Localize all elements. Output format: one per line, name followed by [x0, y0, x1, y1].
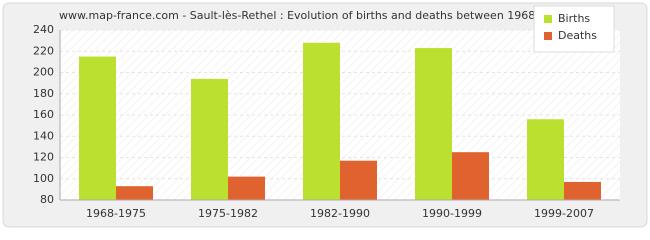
y-tick-label: 200	[33, 66, 54, 79]
y-tick-label: 240	[33, 23, 54, 36]
x-tick-label: 1990-1999	[422, 207, 482, 220]
legend-label: Births	[558, 12, 590, 25]
x-tick-label: 1975-1982	[198, 207, 258, 220]
x-tick-label: 1982-1990	[310, 207, 370, 220]
x-tick-label: 1999-2007	[534, 207, 594, 220]
bar	[527, 119, 564, 200]
bar	[303, 42, 340, 200]
chart-title: www.map-france.com - Sault-lès-Rethel : …	[59, 9, 591, 22]
bar	[564, 181, 601, 200]
bar	[340, 160, 377, 200]
y-tick-label: 180	[33, 87, 54, 100]
y-tick-label: 220	[33, 44, 54, 57]
x-tick-label: 1968-1975	[86, 207, 146, 220]
legend-label: Deaths	[558, 29, 597, 42]
bar	[452, 152, 489, 200]
legend-swatch	[544, 15, 552, 23]
bar	[116, 186, 153, 200]
bar	[228, 176, 265, 200]
y-tick-label: 80	[40, 193, 54, 206]
y-tick-label: 120	[33, 151, 54, 164]
legend-swatch	[544, 32, 552, 40]
y-tick-label: 140	[33, 129, 54, 142]
y-tick-label: 160	[33, 108, 54, 121]
y-tick-label: 100	[33, 172, 54, 185]
legend-box	[533, 5, 615, 53]
bar	[415, 48, 452, 200]
bar	[79, 56, 116, 200]
bar	[191, 78, 228, 200]
chart: www.map-france.com - Sault-lès-Rethel : …	[2, 2, 648, 228]
